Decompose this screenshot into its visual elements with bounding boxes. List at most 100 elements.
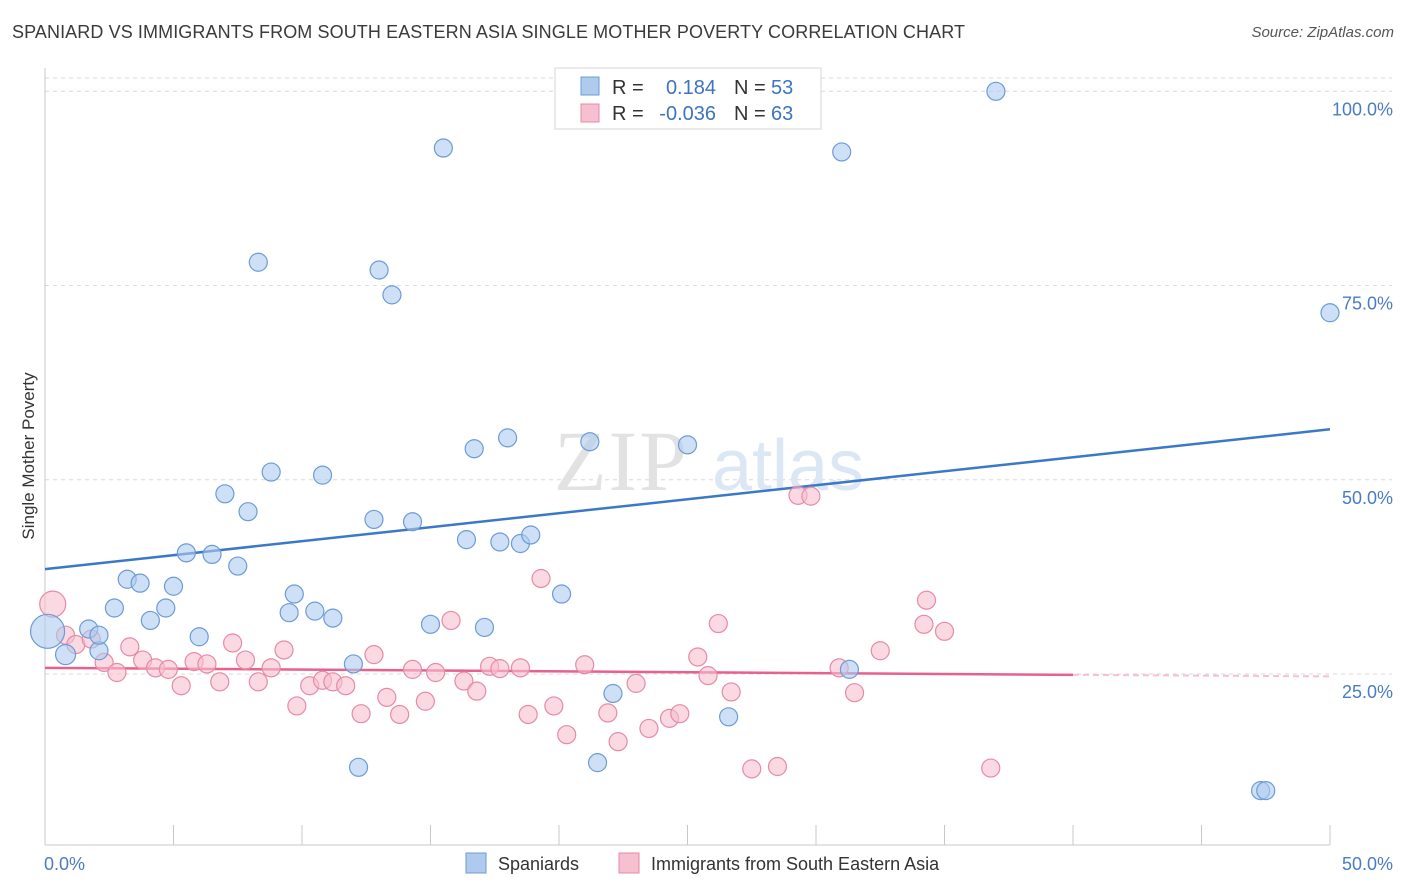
point-immigrants-32 (454, 671, 474, 691)
point-spaniards-42 (603, 683, 623, 704)
trend-line-spaniards (44, 428, 1331, 571)
point-spaniards-47 (832, 142, 852, 162)
stats-r-value-1: 0.184 (666, 77, 716, 99)
y-tick-label-3: 25.0% (1342, 682, 1393, 702)
point-immigrants-44 (626, 673, 646, 693)
trend-line-immigrants-extension (1072, 673, 1331, 678)
point-spaniards-41 (587, 753, 608, 773)
point-immigrants-18 (274, 640, 294, 660)
point-immigrants-30 (426, 662, 446, 683)
point-spaniards-9 (156, 598, 176, 618)
point-immigrants-36 (510, 658, 531, 678)
stats-n-label-1: N = (734, 77, 766, 99)
point-spaniards-4 (89, 625, 109, 645)
point-immigrants-40 (557, 725, 577, 745)
point-spaniards-48 (839, 659, 860, 679)
point-spaniards-18 (261, 462, 281, 482)
legend-swatch-immigrants (618, 852, 640, 874)
point-immigrants-0 (39, 590, 67, 618)
point-spaniards-29 (402, 512, 423, 532)
point-immigrants-50 (708, 613, 728, 634)
point-spaniards-30 (420, 614, 441, 634)
point-immigrants-60 (916, 590, 937, 610)
point-spaniards-35 (490, 532, 510, 552)
point-immigrants-37 (518, 704, 538, 725)
point-immigrants-39 (544, 696, 564, 716)
stats-r-label-2: R = (612, 103, 644, 125)
watermark: ZIP atlas (554, 413, 864, 509)
point-spaniards-1 (54, 644, 77, 666)
point-immigrants-26 (377, 687, 397, 707)
point-immigrants-41 (575, 655, 595, 675)
point-immigrants-31 (441, 610, 461, 631)
point-immigrants-29 (415, 691, 435, 711)
point-spaniards-31 (433, 138, 453, 158)
stats-swatch-blue (580, 76, 600, 96)
point-spaniards-38 (521, 525, 541, 545)
point-spaniards-10 (163, 576, 184, 596)
point-spaniards-46 (719, 707, 739, 727)
point-spaniards-20 (284, 584, 304, 604)
point-spaniards-32 (456, 530, 477, 550)
point-spaniards-7 (130, 573, 150, 593)
point-immigrants-53 (767, 756, 788, 777)
point-immigrants-59 (914, 614, 934, 634)
point-immigrants-24 (351, 704, 371, 724)
stats-n-value-2: 63 (771, 103, 793, 125)
point-immigrants-47 (670, 704, 690, 724)
y-tick-label-1: 75.0% (1342, 294, 1393, 314)
legend-label-spaniards: Spaniards (498, 854, 579, 874)
stats-n-value-1: 53 (771, 77, 793, 99)
point-immigrants-6 (120, 637, 140, 657)
point-immigrants-17 (261, 658, 281, 678)
stats-n-label-2: N = (734, 103, 766, 125)
point-immigrants-12 (197, 654, 217, 674)
point-spaniards-17 (248, 252, 268, 272)
x-tick-label-0: 0.0% (44, 854, 85, 874)
point-immigrants-58 (870, 641, 890, 661)
point-spaniards-16 (238, 502, 258, 522)
point-immigrants-23 (336, 676, 356, 696)
point-immigrants-27 (390, 704, 410, 725)
point-immigrants-33 (467, 681, 487, 701)
point-immigrants-14 (223, 633, 243, 653)
point-spaniards-36 (498, 428, 518, 448)
point-spaniards-49 (986, 81, 1006, 101)
y-tick-label-2: 50.0% (1342, 488, 1393, 508)
point-immigrants-9 (158, 659, 178, 679)
point-spaniards-22 (312, 465, 333, 485)
point-immigrants-48 (688, 647, 708, 667)
point-immigrants-13 (210, 672, 230, 692)
point-immigrants-19 (287, 696, 307, 716)
point-immigrants-28 (402, 659, 423, 679)
point-immigrants-45 (639, 718, 659, 739)
point-immigrants-15 (235, 650, 256, 670)
point-spaniards-12 (189, 627, 209, 647)
point-spaniards-26 (364, 509, 384, 530)
trend-line-immigrants (44, 666, 1074, 677)
point-spaniards-14 (215, 484, 235, 504)
point-spaniards-25 (348, 757, 369, 777)
point-immigrants-25 (364, 645, 384, 665)
x-tick-label-1: 50.0% (1342, 854, 1393, 874)
point-spaniards-0 (29, 613, 66, 649)
stats-legend-box: R = 0.184 N = 53 R = -0.036 N = 63 (554, 67, 822, 130)
point-spaniards-39 (551, 584, 572, 604)
point-spaniards-13 (202, 544, 222, 565)
point-immigrants-51 (721, 682, 741, 702)
point-immigrants-38 (531, 568, 551, 589)
stats-swatch-pink (580, 103, 600, 123)
point-immigrants-43 (608, 732, 628, 752)
point-immigrants-55 (801, 486, 821, 506)
point-spaniards-40 (580, 432, 600, 452)
point-spaniards-19 (279, 603, 299, 623)
point-spaniards-52 (1320, 303, 1340, 323)
chart-title: SPANIARD VS IMMIGRANTS FROM SOUTH EASTER… (12, 22, 966, 42)
point-spaniards-5 (104, 598, 124, 618)
point-immigrants-62 (981, 758, 1001, 778)
point-immigrants-57 (844, 683, 865, 703)
point-spaniards-27 (369, 260, 389, 280)
point-spaniards-21 (305, 601, 325, 621)
point-spaniards-51 (1256, 781, 1276, 801)
point-immigrants-42 (598, 703, 618, 723)
